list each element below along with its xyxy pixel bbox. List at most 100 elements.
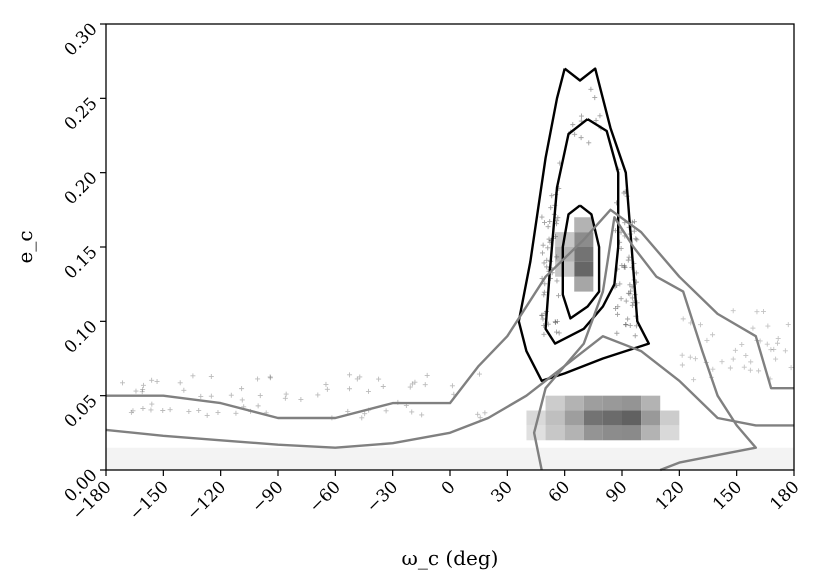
- heatmap-cell-5: [564, 395, 584, 411]
- heatmap-cell-21: [660, 425, 680, 441]
- heatmap-cell-0: [526, 410, 546, 426]
- scatter-point-28: [618, 245, 624, 251]
- heatmap-cell-8: [583, 395, 603, 411]
- heatmap-cell-6: [564, 410, 584, 426]
- scatter-point-189: [754, 309, 760, 315]
- scatter-point-105: [539, 250, 545, 256]
- scatter-point-145: [323, 381, 329, 387]
- scatter-point-217: [785, 322, 791, 328]
- scatter-point-149: [477, 415, 483, 421]
- x-tick-label-3: −90: [248, 477, 288, 517]
- scatter-point-211: [760, 309, 766, 315]
- heatmap-cell-25: [574, 217, 594, 233]
- heatmap-cell-1: [526, 425, 546, 441]
- scatter-point-171: [255, 403, 261, 409]
- scatter-point-209: [732, 347, 738, 353]
- scatter-point-58: [549, 193, 555, 199]
- scatter-point-160: [362, 411, 368, 417]
- y-tick-label-6: 0.30: [61, 19, 102, 60]
- scatter-point-144: [239, 386, 245, 392]
- y-tick-label-3: 0.15: [61, 242, 102, 283]
- heatmap-cell-14: [622, 395, 642, 411]
- heatmap-cell-29: [555, 261, 575, 277]
- scatter-point-185: [407, 384, 413, 390]
- scatter-point-206: [771, 346, 777, 352]
- scatter-point-106: [556, 330, 562, 336]
- heatmap-cell-17: [641, 395, 661, 411]
- contour-dark-inner: [561, 204, 601, 320]
- heatmap-cell-10: [583, 425, 603, 441]
- heatmap-cell-7: [564, 425, 584, 441]
- scatter-point-182: [167, 407, 173, 413]
- scatter-point-155: [140, 405, 146, 411]
- scatter-point-121: [120, 380, 126, 386]
- scatter-point-156: [409, 409, 415, 415]
- heatmap-cell-11: [602, 395, 622, 411]
- scatter-point-176: [186, 408, 192, 414]
- scatter-point-74: [572, 131, 578, 137]
- scatter-point-212: [680, 316, 686, 322]
- scatter-point-139: [198, 393, 204, 399]
- scatter-point-120: [365, 388, 371, 394]
- scatter-point-193: [775, 335, 781, 341]
- scatter-point-41: [578, 113, 584, 119]
- scatter-point-122: [482, 410, 488, 416]
- scatter-point-60: [542, 220, 547, 226]
- x-tick-label-12: 180: [766, 477, 803, 514]
- heatmap-cell-9: [583, 410, 603, 426]
- heatmap-cell-26: [574, 276, 594, 292]
- scatter-point-22: [615, 311, 621, 317]
- scatter-point-70: [627, 282, 633, 288]
- contour-gray-outer: [106, 208, 794, 420]
- heatmap-cell-16: [622, 425, 642, 441]
- contour-gray-low: [105, 335, 794, 449]
- scatter-point-90: [617, 281, 623, 287]
- y-axis-ticks: 0.000.050.100.150.200.250.30: [61, 19, 106, 506]
- scatter-point-167: [315, 392, 321, 398]
- scatter-point-38: [625, 257, 631, 263]
- scatter-point-126: [196, 408, 202, 414]
- x-tick-label-10: 120: [652, 477, 689, 514]
- scatter-point-213: [788, 365, 794, 371]
- scatter-point-195: [692, 356, 698, 362]
- scatter-point-101: [629, 302, 635, 308]
- scatter-point-89: [552, 320, 558, 326]
- scatter-point-82: [539, 312, 545, 318]
- scatter-point-123: [282, 395, 288, 401]
- scatter-point-108: [541, 331, 547, 337]
- scatter-point-227: [747, 367, 753, 373]
- scatter-point-208: [727, 365, 733, 371]
- scatter-point-218: [687, 354, 693, 360]
- x-tick-label-11: 150: [709, 477, 746, 514]
- x-tick-label-1: −150: [126, 477, 173, 524]
- scatter-point-214: [691, 377, 697, 383]
- scatter-point-207: [748, 359, 754, 365]
- scatter-point-93: [614, 330, 620, 336]
- scatter-point-178: [419, 412, 425, 418]
- heatmap-cell-18: [641, 410, 661, 426]
- scatter-point-16: [631, 228, 637, 234]
- x-tick-label-5: −30: [363, 477, 403, 517]
- x-tick-label-4: −60: [305, 477, 345, 517]
- heatmap-cell-23: [574, 261, 594, 277]
- y-tick-label-1: 0.05: [61, 391, 102, 432]
- scatter-point-228: [679, 362, 685, 368]
- scatter-point-190: [698, 322, 704, 328]
- scatter-point-223: [704, 337, 710, 343]
- y-tick-label-4: 0.20: [61, 168, 102, 209]
- scatter-point-159: [283, 391, 289, 397]
- scatter-point-194: [710, 366, 716, 372]
- scatter-point-173: [190, 373, 196, 379]
- x-axis-ticks: −180 −150 −120 −90 −60 −30 0 30 60 90 120 150 180: [68, 470, 804, 525]
- scatter-point-128: [208, 393, 214, 399]
- scatter-point-30: [544, 264, 550, 270]
- scatter-point-83: [634, 237, 640, 243]
- heatmap-cell-15: [622, 410, 642, 426]
- sample-scatter-points: [120, 86, 794, 421]
- scatter-point-116: [539, 214, 545, 220]
- scatter-point-9: [627, 322, 633, 328]
- scatter-point-135: [424, 372, 430, 378]
- scatter-point-187: [208, 373, 214, 379]
- scatter-point-205: [782, 348, 788, 354]
